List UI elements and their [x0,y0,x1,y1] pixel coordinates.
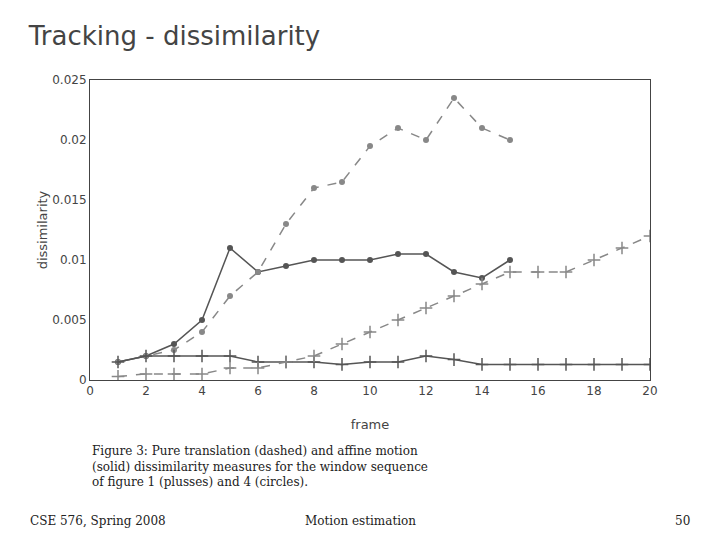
svg-text:0: 0 [79,373,87,387]
svg-text:12: 12 [418,384,433,398]
svg-text:Motion estimation: Motion estimation [305,514,416,528]
svg-text:0.01: 0.01 [60,253,87,267]
svg-text:frame: frame [351,417,390,432]
svg-text:2: 2 [142,384,150,398]
svg-text:8: 8 [310,384,318,398]
svg-text:0.005: 0.005 [52,313,86,327]
svg-text:0.015: 0.015 [52,193,86,207]
svg-text:0.02: 0.02 [60,133,87,147]
svg-text:50: 50 [675,514,690,528]
svg-text:6: 6 [254,384,262,398]
svg-text:Tracking - dissimilarity: Tracking - dissimilarity [28,21,320,51]
svg-text:14: 14 [474,384,489,398]
svg-text:Figure 3: Pure translation (da: Figure 3: Pure translation (dashed) and … [92,444,428,489]
svg-text:dissimilarity: dissimilarity [35,190,50,269]
svg-text:4: 4 [198,384,206,398]
svg-text:10: 10 [362,384,377,398]
svg-text:18: 18 [586,384,601,398]
svg-text:16: 16 [530,384,545,398]
svg-text:0.025: 0.025 [52,73,86,87]
svg-text:0: 0 [86,384,94,398]
svg-text:20: 20 [642,384,657,398]
svg-text:CSE 576, Spring 2008: CSE 576, Spring 2008 [30,514,166,528]
